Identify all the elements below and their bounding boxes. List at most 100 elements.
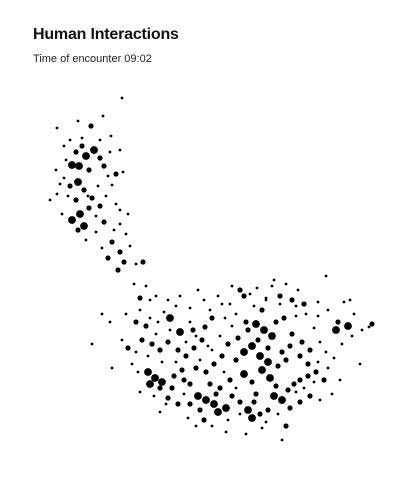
data-point [234,386,238,390]
data-point [248,292,252,296]
data-point [97,203,103,209]
data-point [165,339,171,345]
data-point [285,387,291,393]
data-point [289,297,295,303]
data-point [156,320,160,324]
data-point [233,357,239,363]
data-point [249,379,255,385]
data-point [275,363,281,369]
data-point [79,143,85,149]
data-point [138,390,142,394]
data-point [220,302,224,306]
data-point [201,417,207,423]
data-point [88,123,94,129]
data-point [48,198,52,202]
data-point [284,282,288,286]
data-point [307,347,313,353]
data-point [128,244,132,248]
data-point [140,259,146,265]
data-point [168,328,172,332]
data-point [68,216,76,224]
data-point [148,316,152,320]
data-point [302,386,306,390]
data-point [222,370,226,374]
data-point [174,360,178,364]
data-point [178,294,182,298]
data-point [280,438,284,442]
data-point [133,319,139,325]
data-point [166,298,170,302]
data-point [270,392,278,400]
data-point [223,316,227,320]
data-point [82,152,90,160]
data-point [256,352,264,360]
data-point [101,114,105,118]
data-point [162,310,166,314]
data-point [324,274,328,278]
data-point [182,392,186,396]
data-point [237,287,243,293]
data-point [222,404,230,412]
data-point [89,195,95,201]
data-point [270,284,274,288]
data-point [115,267,121,273]
data-point [76,119,80,123]
data-point [227,377,233,383]
data-point [332,356,336,360]
data-point [143,323,149,329]
data-point [273,383,279,389]
data-point [279,349,285,355]
data-point [144,368,152,376]
data-point [58,182,62,186]
data-point [316,360,320,364]
data-point [76,210,84,218]
data-point [369,321,375,327]
data-point [132,282,136,286]
data-point [252,304,256,308]
data-point [114,202,118,206]
data-point [97,155,103,161]
data-point [281,315,287,321]
data-point [352,312,356,316]
data-point [324,350,328,354]
data-point [229,393,235,399]
data-point [241,293,247,299]
data-point [287,405,293,411]
data-point [264,298,268,302]
data-point [344,322,352,330]
data-point [104,194,108,198]
data-point [190,327,196,333]
data-point [74,178,82,186]
data-point [90,146,98,154]
data-point [228,302,232,306]
data-point [260,426,264,430]
data-point [98,138,102,142]
data-point [342,300,346,304]
data-point [265,407,271,413]
data-point [210,400,218,408]
data-point [149,341,155,347]
data-point [154,332,158,336]
data-point [187,381,193,387]
data-point [84,238,88,242]
data-point [230,324,234,328]
data-point [101,219,107,225]
data-point [255,286,259,290]
data-point [358,362,362,366]
data-point [169,385,175,391]
data-point [258,366,266,374]
data-point [125,345,131,351]
data-point [62,144,66,148]
data-point [124,232,128,236]
data-point [139,337,145,343]
data-point [165,395,171,401]
data-point [297,399,303,405]
data-point [112,228,116,232]
data-point [307,393,313,399]
data-point [240,348,248,356]
data-point [94,230,98,234]
data-point [218,334,222,338]
data-point [106,174,110,178]
data-point [264,358,272,366]
data-point [186,416,190,420]
